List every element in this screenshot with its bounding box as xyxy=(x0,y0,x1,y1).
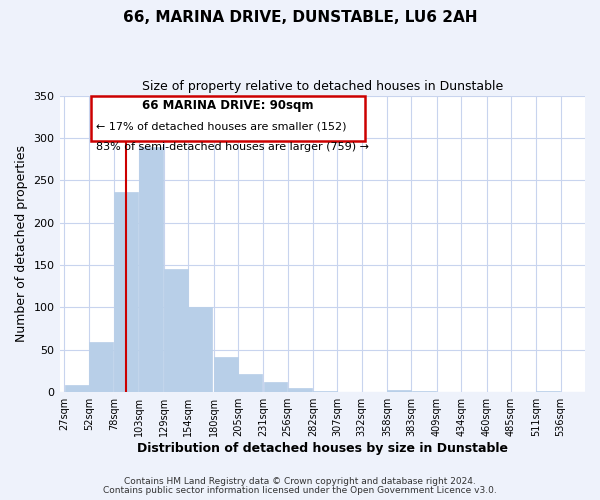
Text: ← 17% of detached houses are smaller (152): ← 17% of detached houses are smaller (15… xyxy=(96,122,346,132)
Bar xyxy=(214,358,238,392)
Bar xyxy=(188,306,212,392)
Bar xyxy=(263,382,287,392)
Text: 66 MARINA DRIVE: 90sqm: 66 MARINA DRIVE: 90sqm xyxy=(142,100,313,112)
Text: 66, MARINA DRIVE, DUNSTABLE, LU6 2AH: 66, MARINA DRIVE, DUNSTABLE, LU6 2AH xyxy=(123,10,477,25)
Bar xyxy=(115,192,138,392)
Bar xyxy=(536,390,560,392)
Title: Size of property relative to detached houses in Dunstable: Size of property relative to detached ho… xyxy=(142,80,503,93)
Bar xyxy=(288,388,312,392)
Text: Contains HM Land Registry data © Crown copyright and database right 2024.: Contains HM Land Registry data © Crown c… xyxy=(124,477,476,486)
Bar xyxy=(139,148,163,392)
Bar xyxy=(89,342,113,392)
Bar xyxy=(388,390,411,392)
Bar xyxy=(313,390,337,392)
Text: Contains public sector information licensed under the Open Government Licence v3: Contains public sector information licen… xyxy=(103,486,497,495)
X-axis label: Distribution of detached houses by size in Dunstable: Distribution of detached houses by size … xyxy=(137,442,508,455)
FancyBboxPatch shape xyxy=(91,96,365,142)
Y-axis label: Number of detached properties: Number of detached properties xyxy=(15,146,28,342)
Bar xyxy=(164,270,188,392)
Bar xyxy=(65,386,89,392)
Text: 83% of semi-detached houses are larger (759) →: 83% of semi-detached houses are larger (… xyxy=(96,142,369,152)
Bar xyxy=(238,374,262,392)
